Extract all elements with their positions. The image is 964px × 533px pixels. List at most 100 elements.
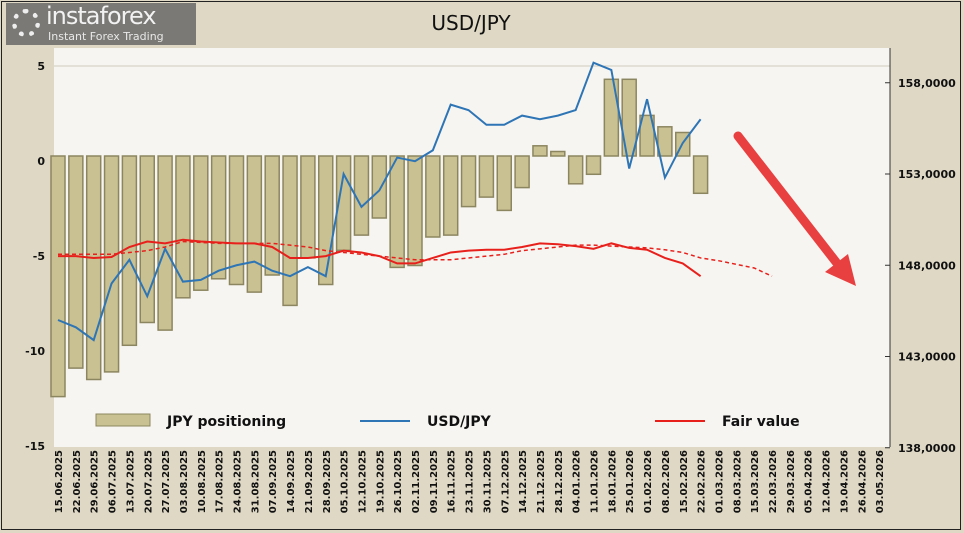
x-axis-tick: 19.10.2025 <box>375 450 386 513</box>
bar-jpy-positioning <box>139 155 155 324</box>
x-axis-tick: 15.06.2025 <box>54 450 65 513</box>
bar-jpy-positioning <box>246 155 263 293</box>
legend-swatch-positioning <box>95 413 151 427</box>
x-axis-tick: 07.09.2025 <box>268 450 279 513</box>
bar-jpy-positioning <box>550 150 566 157</box>
x-axis-tick: 13.07.2025 <box>125 450 136 513</box>
x-axis-tick: 26.04.2026 <box>857 450 868 513</box>
legend: JPY positioning USD/JPY Fair value <box>95 413 800 430</box>
x-axis-tick: 05.10.2025 <box>340 450 351 513</box>
legend-label-fair-value: Fair value <box>722 414 800 430</box>
x-axis-tick: 15.03.2026 <box>750 450 761 513</box>
bar-jpy-positioning <box>300 155 316 259</box>
bar-jpy-positioning <box>175 155 191 299</box>
x-axis-tick: 21.12.2025 <box>536 450 547 513</box>
bar-jpy-positioning <box>282 155 298 307</box>
bar-jpy-positioning <box>371 155 388 219</box>
x-axis-tick: 17.08.2025 <box>215 450 226 513</box>
left-axis-tick: 0 <box>37 155 45 168</box>
x-axis-tick: 09.11.2025 <box>429 450 440 513</box>
x-axis-tick: 30.11.2025 <box>482 450 493 513</box>
x-axis-tick: 29.06.2025 <box>90 450 101 513</box>
usdjpy-line <box>57 61 702 342</box>
left-axis-tick: -5 <box>33 250 45 263</box>
x-axis-tick: 08.02.2026 <box>661 450 672 513</box>
x-axis-tick: 21.09.2025 <box>304 450 315 513</box>
bar-jpy-positioning <box>193 155 209 291</box>
bar-jpy-positioning <box>103 155 120 373</box>
x-axis-tick: 10.08.2025 <box>197 450 208 513</box>
bar-jpy-positioning <box>210 155 227 280</box>
chart-title: USD/JPY <box>431 11 511 35</box>
instaforex-logo: instaforex Instant Forex Trading <box>6 3 196 45</box>
bar-jpy-positioning <box>68 155 84 369</box>
bar-jpy-positioning <box>639 114 655 157</box>
bar-jpy-positioning <box>567 155 584 185</box>
x-axis-tick: 19.04.2026 <box>839 450 850 513</box>
x-axis-tick: 22.06.2025 <box>72 450 83 513</box>
bar-jpy-positioning <box>460 155 477 208</box>
right-axis-tick: 143,0000 <box>898 351 956 364</box>
bar-jpy-positioning <box>621 78 637 157</box>
x-axis-tick: 27.07.2025 <box>161 450 172 513</box>
bar-jpy-positioning <box>478 155 495 198</box>
x-axis-tick: 14.12.2025 <box>518 450 529 513</box>
x-axis-tick: 14.09.2025 <box>286 450 297 513</box>
bar-jpy-positioning <box>692 155 709 195</box>
x-axis-tick: 03.05.2026 <box>875 450 886 513</box>
x-axis-tick: 28.12.2025 <box>554 450 565 513</box>
right-axis-tick: 148,0000 <box>898 259 956 272</box>
bar-jpy-positioning <box>514 155 530 189</box>
gear-logo-icon <box>12 9 40 37</box>
logo-brand: instaforex <box>46 2 157 30</box>
x-axis-tick: 05.04.2026 <box>804 450 815 513</box>
x-axis-tick: 26.10.2025 <box>393 450 404 513</box>
x-axis-tick: 16.11.2025 <box>447 450 458 513</box>
x-axis-tick: 28.09.2025 <box>322 450 333 513</box>
x-axis-tick: 22.03.2026 <box>768 450 779 513</box>
x-axis-tick: 22.02.2026 <box>697 450 708 513</box>
x-axis-tick: 15.02.2026 <box>679 450 690 513</box>
x-axis-tick: 11.01.2026 <box>590 450 601 513</box>
right-axis-tick: 153,0000 <box>898 168 956 181</box>
fair-value-forecast-line <box>58 240 773 277</box>
right-axis-tick: 158,0000 <box>898 77 956 90</box>
x-axis-tick: 04.01.2026 <box>572 450 583 513</box>
bar-jpy-positioning <box>264 155 280 276</box>
left-axis-tick: 5 <box>37 60 45 73</box>
x-axis-tick: 12.04.2026 <box>822 450 833 513</box>
bar-jpy-positioning <box>228 155 245 286</box>
bar-jpy-positioning <box>657 126 673 157</box>
legend-label-positioning: JPY positioning <box>166 414 286 430</box>
x-axis-tick: 18.01.2026 <box>607 450 618 513</box>
right-axis-tick: 138,0000 <box>898 442 956 455</box>
bar-jpy-positioning <box>585 155 602 176</box>
x-axis-tick: 01.02.2026 <box>643 450 654 513</box>
bar-jpy-positioning <box>318 155 334 286</box>
down-arrow-annotation <box>733 131 856 286</box>
x-axis-tick: 02.11.2025 <box>411 450 422 513</box>
x-axis-tick: 24.08.2025 <box>233 450 244 513</box>
x-axis-tick: 20.07.2025 <box>143 450 154 513</box>
bar-jpy-positioning <box>425 155 441 238</box>
left-axis-tick: -15 <box>25 440 45 453</box>
bar-jpy-positioning <box>532 145 548 157</box>
x-axis-tick: 03.08.2025 <box>179 450 190 513</box>
x-axis-tick: 01.03.2026 <box>714 450 725 513</box>
x-axis-tick: 08.03.2026 <box>732 450 743 513</box>
x-axis-tick: 07.12.2025 <box>500 450 511 513</box>
bar-jpy-positioning <box>353 155 370 236</box>
left-axis-tick: -10 <box>25 345 45 358</box>
x-axis-tick: 12.10.2025 <box>357 450 368 513</box>
legend-label-usdjpy: USD/JPY <box>427 414 492 430</box>
x-axis-tick: 29.03.2026 <box>786 450 797 513</box>
logo-tagline: Instant Forex Trading <box>48 30 164 43</box>
bar-jpy-positioning <box>603 78 620 157</box>
x-axis-tick: 25.01.2026 <box>625 450 636 513</box>
bar-jpy-positioning <box>85 155 102 381</box>
bar-jpy-positioning <box>496 155 512 212</box>
x-axis-tick: 06.07.2025 <box>108 450 119 513</box>
bar-jpy-positioning <box>50 155 66 398</box>
